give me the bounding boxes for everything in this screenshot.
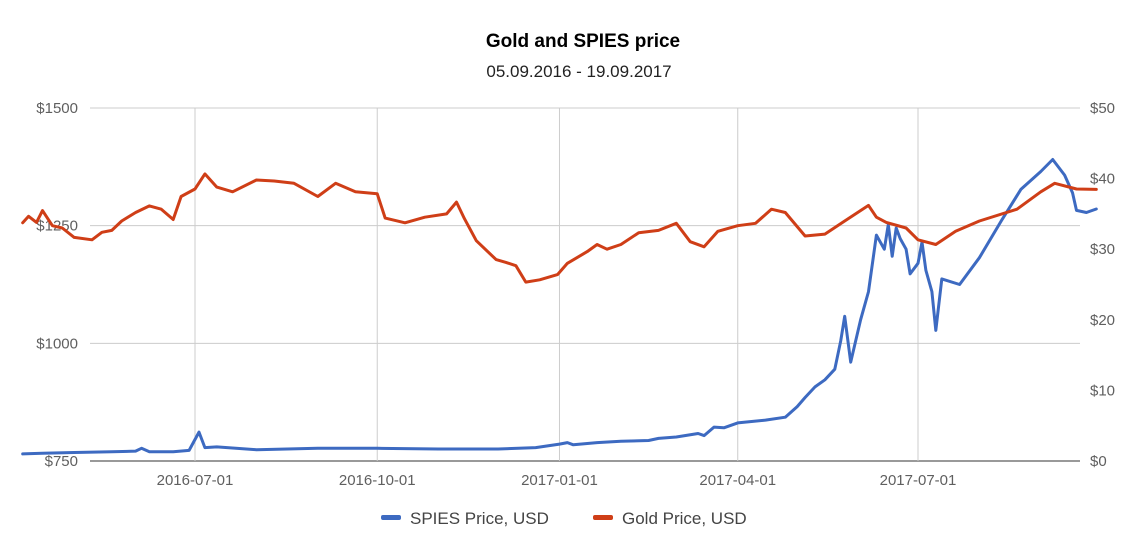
x-tick-label: 2017-04-01 bbox=[699, 472, 776, 489]
chart-subtitle: 05.09.2016 - 19.09.2017 bbox=[486, 62, 671, 81]
series-line-gold bbox=[21, 172, 1098, 284]
x-tick-label: 2016-07-01 bbox=[157, 472, 234, 489]
y-right-tick-label: $10 bbox=[1090, 382, 1115, 399]
legend[interactable]: SPIES Price, USD Gold Price, USD bbox=[381, 509, 747, 528]
y-right-tick-label: $40 bbox=[1090, 171, 1115, 188]
series-lines bbox=[21, 158, 1098, 456]
y-left-tick-label: $1000 bbox=[36, 335, 78, 352]
y-right-tick-label: $0 bbox=[1090, 453, 1107, 470]
legend-label-spies: SPIES Price, USD bbox=[410, 509, 549, 528]
axis-ticks: $1500$1250$1000$750$50$40$30$20$10$02016… bbox=[36, 100, 1115, 489]
x-tick-label: 2017-07-01 bbox=[880, 472, 957, 489]
y-left-tick-label: $750 bbox=[45, 453, 78, 470]
legend-swatch-gold bbox=[593, 515, 613, 520]
x-tick-label: 2016-10-01 bbox=[339, 472, 416, 489]
y-left-tick-label: $1500 bbox=[36, 100, 78, 117]
x-tick-label: 2017-01-01 bbox=[521, 472, 598, 489]
y-right-tick-label: $20 bbox=[1090, 312, 1115, 329]
legend-label-gold: Gold Price, USD bbox=[622, 509, 747, 528]
grid bbox=[90, 107, 1080, 462]
y-right-tick-label: $30 bbox=[1090, 241, 1115, 258]
y-right-tick-label: $50 bbox=[1090, 100, 1115, 117]
legend-swatch-spies bbox=[381, 515, 401, 520]
chart-title: Gold and SPIES price bbox=[486, 31, 680, 52]
series-line-spies bbox=[21, 158, 1098, 456]
